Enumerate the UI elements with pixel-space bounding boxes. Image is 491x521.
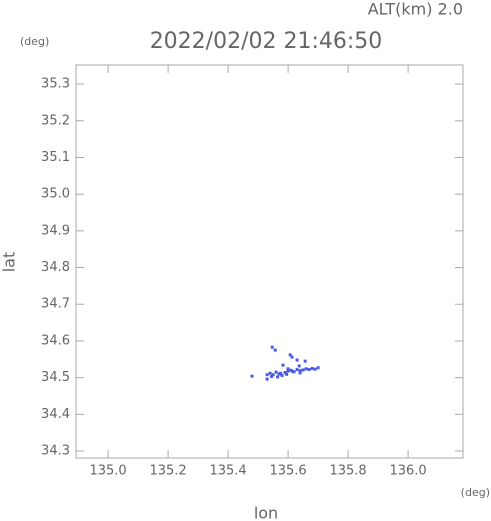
- point: [295, 358, 299, 362]
- point: [303, 359, 307, 363]
- point: [270, 345, 274, 349]
- point: [298, 371, 302, 375]
- y-tick-label: 35.3: [41, 77, 70, 92]
- point: [290, 355, 294, 359]
- y-axis-label: lat: [0, 252, 19, 273]
- y-tick-label: 34.6: [41, 333, 70, 348]
- point: [265, 377, 269, 381]
- point: [310, 366, 314, 370]
- point: [250, 374, 254, 378]
- y-tick-label: 34.3: [41, 444, 70, 459]
- y-tick-label: 34.8: [41, 260, 70, 275]
- point: [270, 375, 274, 379]
- point: [279, 371, 283, 375]
- altitude-label: ALT(km) 2.0: [368, 0, 463, 19]
- point: [283, 371, 287, 375]
- chart-title: 2022/02/02 21:46:50: [150, 29, 383, 54]
- point: [268, 371, 272, 375]
- point: [295, 368, 299, 372]
- x-unit: (deg): [461, 486, 490, 499]
- point: [313, 367, 317, 371]
- point: [285, 372, 289, 376]
- point: [316, 366, 320, 370]
- y-tick-label: 34.5: [41, 370, 70, 385]
- point: [297, 364, 301, 368]
- point: [291, 369, 295, 373]
- point: [276, 375, 280, 379]
- plot-frame: [75, 64, 464, 459]
- point: [288, 353, 292, 357]
- y-tick-label: 35.1: [41, 150, 70, 165]
- point: [298, 369, 302, 373]
- x-tick-label: 135.2: [149, 464, 186, 479]
- y-tick-label: 35.0: [41, 187, 70, 202]
- x-tick-label: 135.4: [209, 464, 246, 479]
- x-axis-label: lon: [254, 504, 278, 521]
- point: [273, 348, 277, 352]
- point: [304, 367, 308, 371]
- point: [281, 363, 285, 367]
- point: [280, 373, 284, 377]
- y-tick-label: 34.4: [41, 407, 70, 422]
- point: [274, 370, 278, 374]
- point: [307, 368, 311, 372]
- x-tick-label: 136.0: [389, 464, 426, 479]
- y-tick-label: 35.2: [41, 113, 70, 128]
- x-tick-label: 135.0: [89, 464, 126, 479]
- y-unit: (deg): [20, 35, 49, 48]
- y-tick-label: 34.7: [41, 297, 70, 312]
- x-tick-label: 135.8: [329, 464, 366, 479]
- point: [286, 369, 290, 373]
- y-tick-label: 34.9: [41, 223, 70, 238]
- point: [301, 368, 305, 372]
- x-tick-label: 135.6: [269, 464, 306, 479]
- point: [265, 373, 269, 377]
- point: [286, 367, 290, 371]
- point: [271, 373, 275, 377]
